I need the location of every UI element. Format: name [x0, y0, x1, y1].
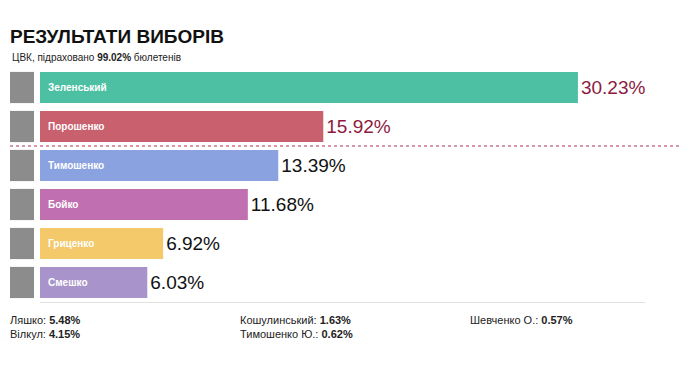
html-text:Тимошенко Ю.: 0.62%: Тимошенко Ю.: 0.62%: [240, 328, 353, 340]
svg-text:11.68%: 11.68%: [251, 194, 314, 215]
svg-text:Гриценко: Гриценко: [48, 238, 94, 249]
html-text:Ляшко: 5.48%: Ляшко: 5.48%: [10, 314, 81, 326]
svg-text:Смешко: Смешко: [48, 277, 88, 288]
svg-text:Бойко: Бойко: [48, 199, 78, 210]
svg-text:ЦВК, підраховано 99.02% бюлете: ЦВК, підраховано 99.02% бюлетенів: [12, 52, 181, 63]
svg-text:15.92%: 15.92%: [326, 116, 391, 137]
html-text:Шевченко О.: 0.57%: Шевченко О.: 0.57%: [470, 314, 573, 326]
svg-text:Тимошенко: Тимошенко: [48, 160, 104, 171]
svg-text:6.92%: 6.92%: [166, 233, 220, 254]
svg-text:РЕЗУЛЬТАТИ ВИБОРІВ: РЕЗУЛЬТАТИ ВИБОРІВ: [10, 26, 224, 47]
html-text:Кошулинський: 1.63%: Кошулинський: 1.63%: [240, 314, 351, 326]
svg-text:30.23%: 30.23%: [581, 77, 646, 98]
svg-text:13.39%: 13.39%: [281, 155, 346, 176]
svg-text:Зеленський: Зеленський: [48, 82, 107, 93]
svg-text:6.03%: 6.03%: [150, 272, 204, 293]
svg-text:Порошенко: Порошенко: [48, 121, 104, 132]
html-text:Вілкул: 4.15%: Вілкул: 4.15%: [10, 328, 81, 340]
